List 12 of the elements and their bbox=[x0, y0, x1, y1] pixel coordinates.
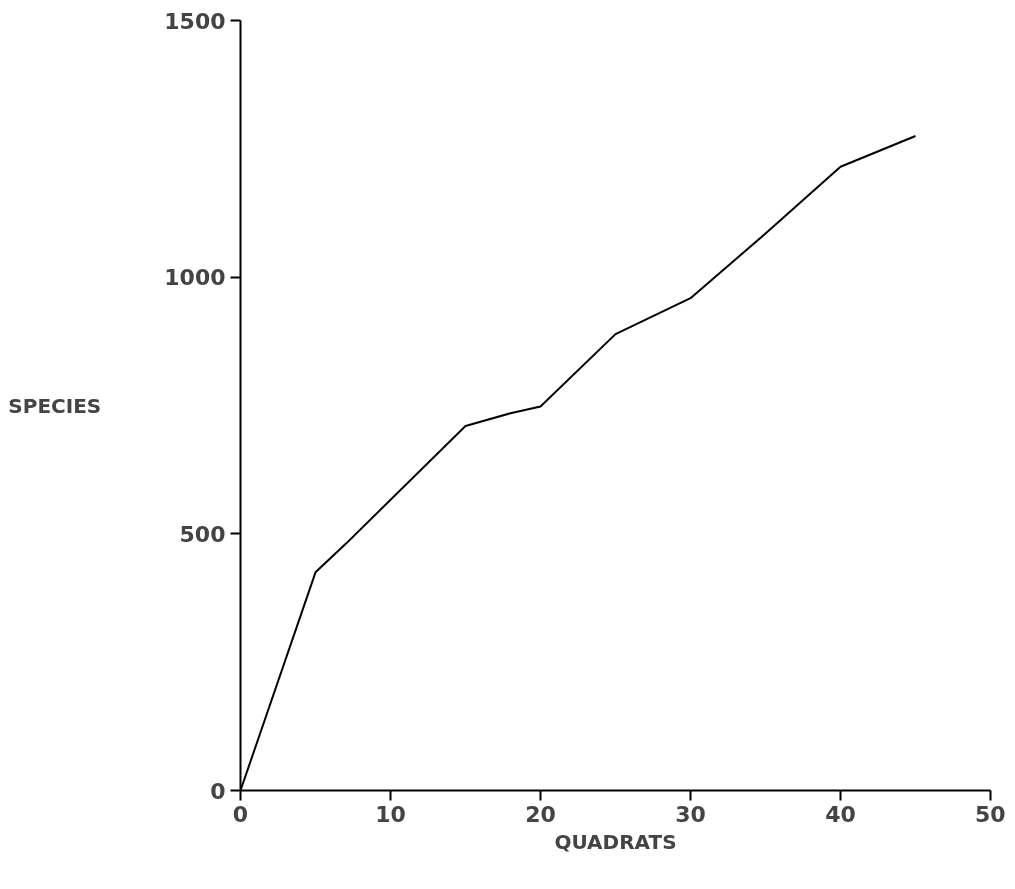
y-axis-title: SPECIES bbox=[8, 393, 102, 418]
x-tick-label: 20 bbox=[525, 801, 556, 827]
y-tick-label: 1000 bbox=[164, 265, 226, 291]
x-axis-title: QUADRATS bbox=[554, 829, 677, 854]
x-tick-label: 30 bbox=[675, 801, 706, 827]
y-tick-label: 0 bbox=[210, 778, 226, 804]
y-tick-label: 1500 bbox=[164, 8, 226, 34]
x-tick-label: 40 bbox=[825, 801, 856, 827]
x-tick-label: 50 bbox=[974, 801, 1006, 827]
y-tick-label: 500 bbox=[179, 521, 226, 547]
x-tick-label: 0 bbox=[232, 801, 249, 827]
x-tick-label: 10 bbox=[375, 801, 406, 827]
